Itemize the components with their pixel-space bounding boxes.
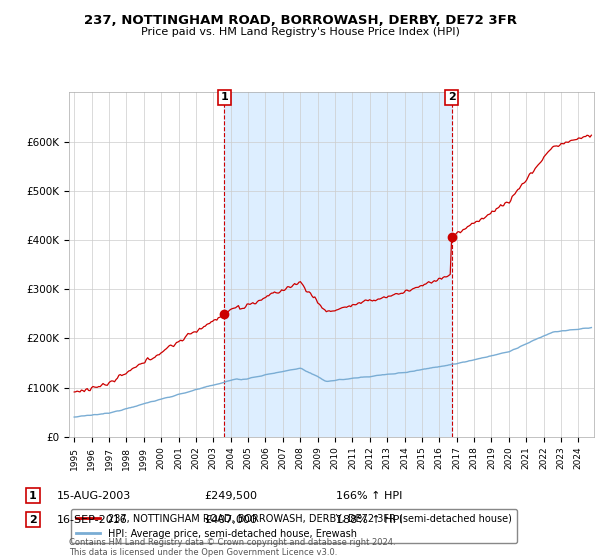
Text: 1: 1 bbox=[220, 92, 228, 102]
Text: Price paid vs. HM Land Registry's House Price Index (HPI): Price paid vs. HM Land Registry's House … bbox=[140, 27, 460, 37]
Text: £407,000: £407,000 bbox=[204, 515, 257, 525]
Text: 1: 1 bbox=[29, 491, 37, 501]
Text: £249,500: £249,500 bbox=[204, 491, 257, 501]
Text: 2: 2 bbox=[448, 92, 455, 102]
Text: 15-AUG-2003: 15-AUG-2003 bbox=[57, 491, 131, 501]
Text: 188% ↑ HPI: 188% ↑ HPI bbox=[336, 515, 403, 525]
Text: 16-SEP-2016: 16-SEP-2016 bbox=[57, 515, 128, 525]
Legend: 237, NOTTINGHAM ROAD, BORROWASH, DERBY, DE72 3FR (semi-detached house), HPI: Ave: 237, NOTTINGHAM ROAD, BORROWASH, DERBY, … bbox=[71, 509, 517, 543]
Text: 166% ↑ HPI: 166% ↑ HPI bbox=[336, 491, 403, 501]
Text: Contains HM Land Registry data © Crown copyright and database right 2024.
This d: Contains HM Land Registry data © Crown c… bbox=[69, 538, 395, 557]
Text: 237, NOTTINGHAM ROAD, BORROWASH, DERBY, DE72 3FR: 237, NOTTINGHAM ROAD, BORROWASH, DERBY, … bbox=[83, 14, 517, 27]
Text: 2: 2 bbox=[29, 515, 37, 525]
Bar bbox=[224, 92, 452, 437]
